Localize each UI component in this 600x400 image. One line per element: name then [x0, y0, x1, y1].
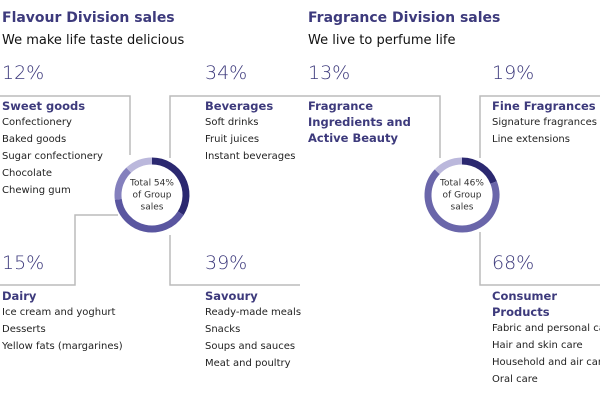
center-label: Total 46% [439, 179, 484, 189]
value-label: 13% [308, 62, 351, 84]
category-item: Sugar confectionery [2, 151, 103, 162]
category-item: Hair and skin care [492, 340, 583, 351]
value-label: 15% [2, 252, 45, 274]
chart-title: Flavour Division sales [2, 10, 175, 26]
chart-subtitle: We make life taste delicious [2, 33, 185, 48]
category-name: Sweet goods [2, 99, 86, 113]
connector [479, 95, 600, 158]
connector [479, 232, 600, 286]
chart-title: Fragrance Division sales [308, 10, 501, 26]
category-item: Confectionery [2, 117, 72, 128]
category-item: Chewing gum [2, 185, 71, 196]
value-label: 19% [492, 62, 535, 84]
connector [0, 214, 118, 286]
category-item: Baked goods [2, 134, 67, 145]
category-item: Fruit juices [205, 134, 260, 145]
connector [169, 95, 300, 158]
category-name: Consumer Products [492, 289, 558, 319]
category-item: Snacks [205, 324, 241, 335]
category-item: Yellow fats (margarines) [2, 341, 123, 352]
donut-segment [424, 169, 500, 233]
value-label: 12% [2, 62, 45, 84]
value-label: 68% [492, 252, 535, 274]
category-item: Fabric and personal care [492, 323, 600, 334]
donut-segment [126, 157, 153, 173]
category-item: Instant beverages [205, 151, 296, 162]
category-item: Soups and sauces [205, 341, 296, 352]
connector [300, 95, 441, 158]
category-name: Savoury [205, 289, 258, 303]
category-item: Signature fragrances [492, 117, 597, 128]
center-label: sales [451, 203, 474, 213]
category-item: Ready-made meals [205, 307, 302, 318]
category-item: Soft drinks [205, 117, 259, 128]
center-label: of Group [133, 191, 172, 201]
category-item: Oral care [492, 374, 538, 385]
connector [169, 235, 300, 286]
category-item: Ice cream and yoghurt [2, 307, 116, 318]
category-name: Fragrance Ingredients and Active Beauty [308, 99, 411, 145]
category-name: Dairy [2, 289, 37, 303]
category-item: Line extensions [492, 134, 570, 145]
category-name: Beverages [205, 99, 274, 113]
value-label: 39% [205, 252, 248, 274]
category-item: Chocolate [2, 168, 53, 179]
center-label: of Group [443, 191, 482, 201]
chart-subtitle: We live to perfume life [308, 33, 456, 48]
donut-segment [151, 157, 190, 216]
value-label: 34% [205, 62, 248, 84]
category-item: Desserts [2, 324, 46, 335]
center-label: Total 54% [129, 179, 174, 189]
category-item: Meat and poultry [205, 358, 291, 369]
category-item: Household and air care [492, 357, 600, 368]
connector [0, 95, 131, 155]
donut-segment [114, 198, 184, 233]
donut-segment [114, 167, 132, 200]
donut-segment [434, 157, 463, 175]
donut-segment [461, 157, 497, 184]
category-name: Fine Fragrances [492, 99, 596, 113]
center-label: sales [141, 203, 164, 213]
